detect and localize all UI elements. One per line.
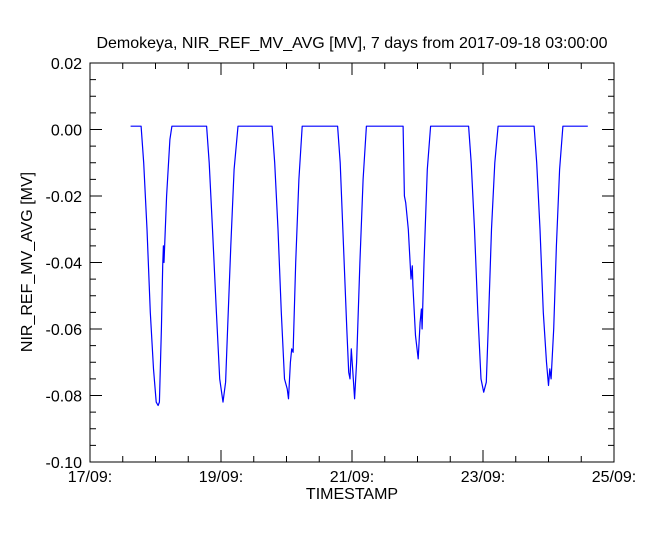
series-group bbox=[130, 125, 588, 407]
x-tick-label: 17/09: bbox=[68, 469, 112, 486]
y-tick-label: 0.02 bbox=[51, 56, 82, 73]
y-tick-label: -0.02 bbox=[46, 189, 83, 206]
x-tick-label: 25/09: bbox=[592, 469, 636, 486]
x-tick-label: 23/09: bbox=[461, 469, 505, 486]
y-tick-label: -0.04 bbox=[46, 256, 83, 273]
axis-ticks bbox=[89, 62, 615, 463]
x-axis-label: TIMESTAMP bbox=[306, 486, 398, 503]
y-tick-label: -0.08 bbox=[46, 389, 83, 406]
chart-title: Demokeya, NIR_REF_MV_AVG [MV], 7 days fr… bbox=[96, 35, 607, 52]
y-tick-label: 0.00 bbox=[51, 123, 82, 140]
y-axis-label: NIR_REF_MV_AVG [MV] bbox=[19, 172, 36, 352]
series-line bbox=[130, 125, 588, 407]
y-tick-label: -0.06 bbox=[46, 322, 83, 339]
plot-frame bbox=[89, 62, 615, 463]
y-tick-label: -0.10 bbox=[46, 455, 83, 472]
x-tick-labels: 17/09: 19/09: 21/09: 23/09: 25/09: bbox=[68, 469, 636, 486]
x-tick-label: 21/09: bbox=[330, 469, 374, 486]
y-tick-labels: 0.02 0.00 -0.02 -0.04 -0.06 -0.08 -0.10 bbox=[46, 56, 83, 472]
x-tick-label: 19/09: bbox=[199, 469, 243, 486]
